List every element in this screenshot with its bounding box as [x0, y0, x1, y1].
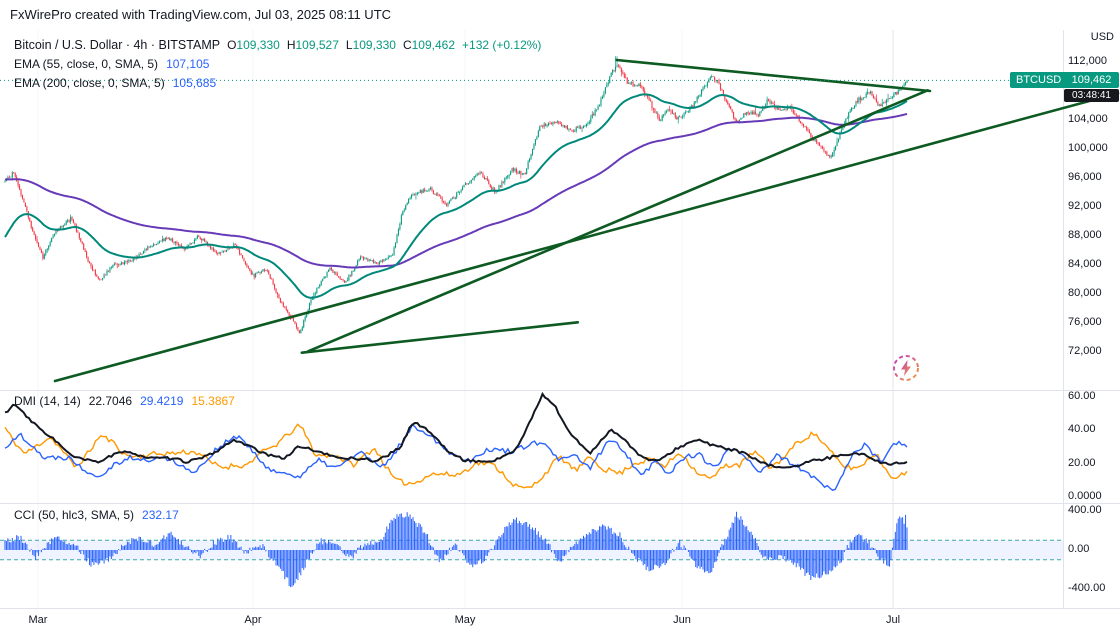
price-tick-label: 84,000 — [1068, 258, 1102, 270]
price-tick-label: 80,000 — [1068, 287, 1102, 299]
cci-tick-label: 400.00 — [1068, 504, 1102, 516]
price-tick-label: 100,000 — [1068, 142, 1108, 154]
price-tick-label: 92,000 — [1068, 200, 1102, 212]
symbol-price-line-badge: BTCUSD — [1010, 72, 1068, 88]
ema55-legend-row: EMA (55, close, 0, SMA, 5) 107,105 — [14, 55, 541, 74]
dmi-adx-value: 22.7046 — [88, 394, 133, 408]
price-tick-label: 112,000 — [1068, 55, 1107, 67]
ohlc-open-value: 109,330 — [236, 38, 280, 52]
time-axis-label: Jun — [673, 614, 691, 626]
ohlc-close-key: C — [402, 38, 412, 52]
axis-currency-label: USD — [1090, 31, 1114, 43]
ema55-value: 107,105 — [166, 57, 210, 71]
last-price-badge: 109,462 — [1064, 72, 1119, 88]
symbol-legend-row: Bitcoin / U.S. Dollar · 4h · BITSTAMP O10… — [14, 36, 541, 55]
change-value: +132 (+0.12%) — [462, 38, 542, 52]
time-axis-label: Apr — [244, 614, 262, 626]
dmi-tick-label: 60.00 — [1068, 390, 1096, 402]
ema55-label[interactable]: EMA (55, close, 0, SMA, 5) — [14, 57, 159, 71]
dmi-tick-label: 20.00 — [1068, 456, 1096, 469]
main-legend: Bitcoin / U.S. Dollar · 4h · BITSTAMP O10… — [14, 36, 541, 93]
price-tick-label: 96,000 — [1068, 171, 1102, 183]
dmi-legend: DMI (14, 14) 22.7046 29.4219 15.3867 — [14, 392, 235, 411]
flash-icon[interactable] — [891, 353, 921, 383]
time-axis-label: Jul — [885, 614, 901, 626]
ohlc-high-key: H — [286, 38, 296, 52]
symbol-title[interactable]: Bitcoin / U.S. Dollar · 4h · BITSTAMP — [14, 38, 221, 52]
bar-countdown-badge: 03:48:41 — [1064, 89, 1119, 102]
ohlc-low-key: L — [345, 38, 353, 52]
price-tick-label: 72,000 — [1068, 345, 1102, 357]
ema200-label[interactable]: EMA (200, close, 0, SMA, 5) — [14, 76, 165, 90]
cci-tick-label: -400.00 — [1068, 582, 1106, 594]
time-axis-label: Mar — [28, 614, 48, 626]
time-axis-label: May — [454, 614, 476, 626]
price-tick-label: 76,000 — [1068, 316, 1102, 328]
dmi-label[interactable]: DMI (14, 14) — [14, 394, 81, 408]
ohlc-close-value: 109,462 — [411, 38, 456, 52]
dmi-tick-label: 40.00 — [1068, 423, 1096, 436]
ema200-legend-row: EMA (200, close, 0, SMA, 5) 105,685 — [14, 74, 541, 93]
price-tick-label: 88,000 — [1068, 229, 1102, 241]
cci-label[interactable]: CCI (50, hlc3, SMA, 5) — [14, 508, 135, 522]
dmi-minus-di-value: 15.3867 — [191, 394, 235, 408]
cci-tick-label: 0.00 — [1068, 543, 1090, 555]
price-tick-label: 104,000 — [1068, 113, 1108, 125]
ohlc-low-value: 109,330 — [352, 38, 396, 52]
cci-value: 232.17 — [142, 508, 179, 522]
watermark-header: FxWirePro created with TradingView.com, … — [10, 7, 392, 22]
ema200-value: 105,685 — [172, 76, 217, 90]
cci-legend: CCI (50, hlc3, SMA, 5) 232.17 — [14, 506, 179, 525]
ohlc-high-value: 109,527 — [295, 38, 339, 52]
dmi-tick-label: 0.0000 — [1068, 490, 1102, 502]
dmi-plus-di-value: 29.4219 — [140, 394, 184, 408]
ohlc-open-key: O — [227, 38, 237, 52]
